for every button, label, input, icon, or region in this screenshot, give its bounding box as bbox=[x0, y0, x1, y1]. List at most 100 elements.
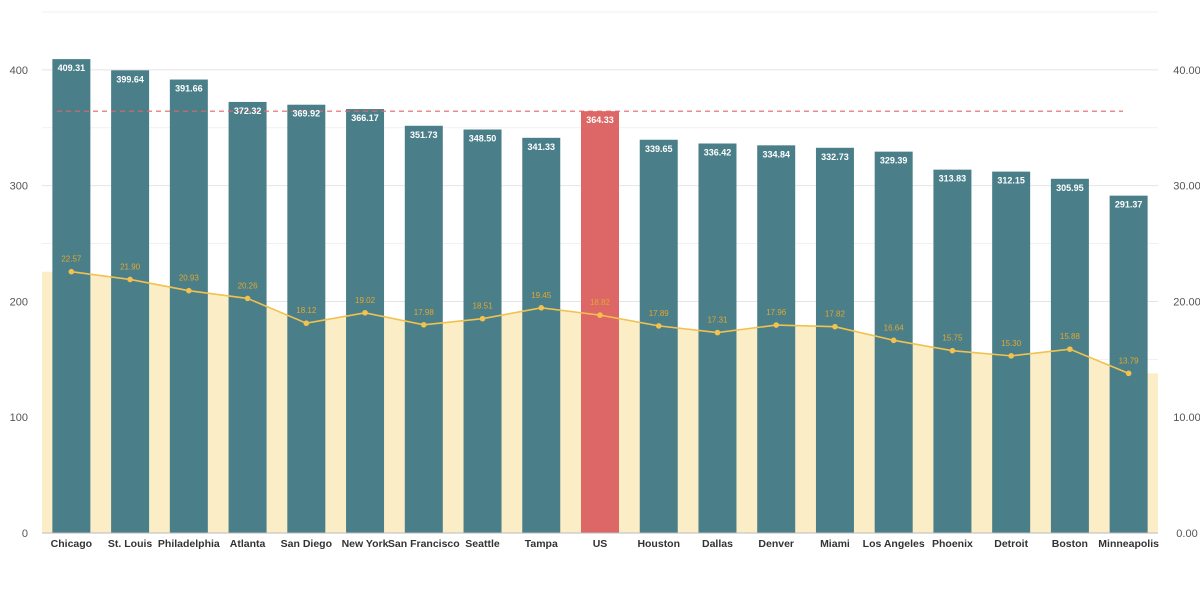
category-label: New York bbox=[342, 538, 389, 550]
y-left-tick-label: 0 bbox=[22, 528, 28, 540]
bar-dallas bbox=[698, 143, 737, 533]
line-point bbox=[1125, 370, 1132, 377]
line-point bbox=[655, 323, 662, 329]
bar-value-label: 341.33 bbox=[527, 142, 555, 152]
line-value-label: 17.96 bbox=[766, 308, 787, 317]
y-right-tick-label: 20.00 bbox=[1173, 296, 1200, 308]
bar-value-label: 372.32 bbox=[234, 106, 262, 116]
bar-value-label: 369.92 bbox=[293, 109, 321, 119]
line-point bbox=[186, 287, 192, 294]
line-point bbox=[420, 322, 427, 328]
category-label: Seattle bbox=[465, 538, 500, 550]
bar-minneapolis bbox=[1109, 195, 1148, 533]
bar-value-label: 329.39 bbox=[880, 156, 908, 166]
bar-st-louis bbox=[111, 70, 150, 533]
line-value-label: 15.88 bbox=[1060, 332, 1081, 341]
line-value-label: 21.90 bbox=[120, 262, 141, 271]
bar-value-label: 313.83 bbox=[939, 174, 967, 184]
line-value-label: 18.51 bbox=[473, 302, 494, 311]
line-value-label: 19.45 bbox=[531, 291, 552, 300]
line-value-label: 16.64 bbox=[884, 323, 905, 332]
bar-boston bbox=[1050, 178, 1089, 533]
bar-detroit bbox=[992, 171, 1031, 533]
y-right-tick-label: 10.00 bbox=[1173, 412, 1200, 424]
line-value-label: 17.82 bbox=[825, 310, 846, 319]
category-label: St. Louis bbox=[108, 538, 152, 550]
y-right-tick-label: 30.00 bbox=[1173, 181, 1200, 193]
bar-atlanta bbox=[228, 101, 267, 533]
bar-tampa bbox=[522, 137, 561, 533]
line-value-label: 20.93 bbox=[179, 274, 200, 283]
category-label: Phoenix bbox=[932, 538, 973, 550]
category-label: Boston bbox=[1052, 538, 1088, 550]
line-point bbox=[127, 276, 133, 283]
category-label: Miami bbox=[820, 538, 850, 550]
bar-value-label: 291.37 bbox=[1115, 200, 1143, 210]
bar-value-label: 391.66 bbox=[175, 84, 203, 94]
bar-houston bbox=[639, 139, 678, 533]
axes: 0 100 200 300 400 0.00 10.00 20.00 30.00 40.00 Chi… bbox=[10, 65, 1200, 550]
line-point bbox=[890, 337, 897, 344]
line-value-label: 15.30 bbox=[1001, 339, 1022, 348]
line-value-label: 15.75 bbox=[942, 334, 963, 343]
line-point bbox=[479, 315, 486, 322]
bar-chicago bbox=[52, 59, 91, 533]
line-value-label: 18.82 bbox=[590, 298, 611, 307]
bar-value-label: 336.42 bbox=[704, 148, 732, 158]
line-point bbox=[362, 309, 368, 316]
category-label: Houston bbox=[637, 538, 680, 550]
line-series bbox=[68, 268, 1132, 377]
line-value-label: 20.26 bbox=[238, 281, 259, 290]
y-left-tick-label: 300 bbox=[10, 181, 28, 193]
category-label: San Francisco bbox=[388, 538, 460, 550]
bar-miami bbox=[815, 147, 854, 534]
line-value-label: 19.02 bbox=[355, 296, 376, 305]
labels: 409.31 399.64 391.66 372.32 369.92 366.17 351.… bbox=[58, 63, 1143, 365]
line-point bbox=[714, 329, 721, 336]
line-point bbox=[949, 347, 956, 354]
bar-value-label: 305.95 bbox=[1056, 183, 1084, 193]
bar-series bbox=[52, 59, 1148, 534]
line-value-label: 17.31 bbox=[707, 316, 728, 325]
bar-value-label: 366.17 bbox=[351, 113, 379, 123]
category-label: US bbox=[593, 538, 608, 550]
category-label: Philadelphia bbox=[158, 538, 220, 550]
bar-san-diego bbox=[287, 104, 326, 533]
y-left-tick-label: 100 bbox=[10, 412, 28, 424]
category-label: Los Angeles bbox=[863, 538, 925, 550]
line-point bbox=[832, 323, 838, 330]
bar-value-label: 334.84 bbox=[762, 149, 790, 159]
category-label: Denver bbox=[758, 538, 794, 550]
line-value-label: 18.12 bbox=[296, 306, 317, 315]
bar-value-label: 348.50 bbox=[469, 134, 497, 144]
bar-value-label: 312.15 bbox=[997, 176, 1025, 186]
line-point bbox=[68, 268, 75, 275]
bar-denver bbox=[757, 145, 796, 533]
y-left-tick-label: 400 bbox=[10, 65, 28, 77]
bar-value-label: 399.64 bbox=[116, 74, 144, 84]
category-label: Minneapolis bbox=[1098, 538, 1159, 550]
line-point bbox=[1008, 353, 1014, 359]
bar-new-york bbox=[346, 109, 385, 533]
line-point bbox=[1067, 346, 1073, 352]
bar-value-label: 364.33 bbox=[586, 115, 614, 125]
line-point bbox=[244, 295, 251, 302]
line-value-label: 17.98 bbox=[414, 308, 435, 317]
bar-us bbox=[581, 111, 619, 533]
line-value-label: 17.89 bbox=[649, 309, 670, 318]
category-label: Dallas bbox=[702, 538, 733, 550]
line-point bbox=[303, 320, 310, 327]
line-point bbox=[538, 305, 545, 311]
line-point bbox=[773, 322, 780, 328]
y-right-tick-label: 40.00 bbox=[1173, 65, 1200, 77]
bar-philadelphia bbox=[169, 79, 208, 534]
bar-value-label: 351.73 bbox=[410, 130, 438, 140]
y-left-tick-label: 200 bbox=[10, 296, 28, 308]
category-label: Tampa bbox=[525, 538, 558, 550]
bar-value-label: 332.73 bbox=[821, 152, 849, 162]
category-label: Atlanta bbox=[230, 538, 266, 550]
line-point bbox=[597, 312, 603, 318]
bar-san-francisco bbox=[404, 125, 443, 534]
